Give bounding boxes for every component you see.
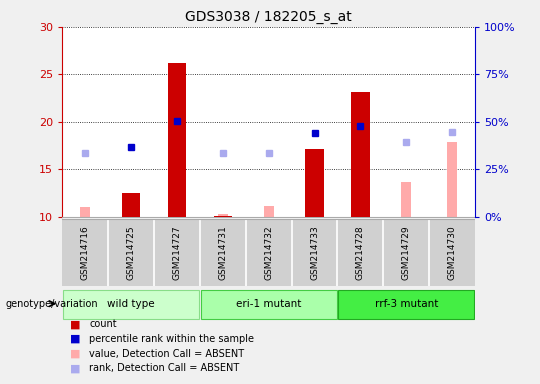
Bar: [447, 142, 457, 217]
Text: GSM214725: GSM214725: [126, 225, 136, 280]
Text: GSM214729: GSM214729: [402, 225, 411, 280]
Text: GSM214731: GSM214731: [218, 225, 227, 280]
FancyBboxPatch shape: [201, 290, 336, 319]
FancyBboxPatch shape: [63, 290, 199, 319]
Bar: [218, 214, 228, 217]
FancyBboxPatch shape: [339, 290, 474, 319]
Text: GSM214730: GSM214730: [448, 225, 457, 280]
Bar: [214, 216, 232, 217]
Bar: [264, 205, 274, 217]
Text: value, Detection Call = ABSENT: value, Detection Call = ABSENT: [89, 349, 244, 359]
Text: count: count: [89, 319, 117, 329]
Text: rank, Detection Call = ABSENT: rank, Detection Call = ABSENT: [89, 363, 239, 373]
Text: wild type: wild type: [107, 299, 155, 309]
Text: rrf-3 mutant: rrf-3 mutant: [375, 299, 438, 309]
Text: GSM214716: GSM214716: [80, 225, 90, 280]
Text: eri-1 mutant: eri-1 mutant: [236, 299, 301, 309]
Text: ■: ■: [70, 349, 80, 359]
Text: ■: ■: [70, 363, 80, 373]
Text: GSM214732: GSM214732: [264, 225, 273, 280]
Title: GDS3038 / 182205_s_at: GDS3038 / 182205_s_at: [185, 10, 352, 25]
Text: GSM214727: GSM214727: [172, 225, 181, 280]
Bar: [401, 182, 411, 217]
Text: ■: ■: [70, 334, 80, 344]
Text: GSM214733: GSM214733: [310, 225, 319, 280]
Text: percentile rank within the sample: percentile rank within the sample: [89, 334, 254, 344]
Text: GSM214728: GSM214728: [356, 225, 365, 280]
Bar: [351, 93, 369, 217]
Text: genotype/variation: genotype/variation: [5, 299, 98, 309]
Bar: [122, 193, 140, 217]
Bar: [80, 207, 90, 217]
Bar: [167, 63, 186, 217]
Text: ■: ■: [70, 319, 80, 329]
Bar: [305, 149, 323, 217]
